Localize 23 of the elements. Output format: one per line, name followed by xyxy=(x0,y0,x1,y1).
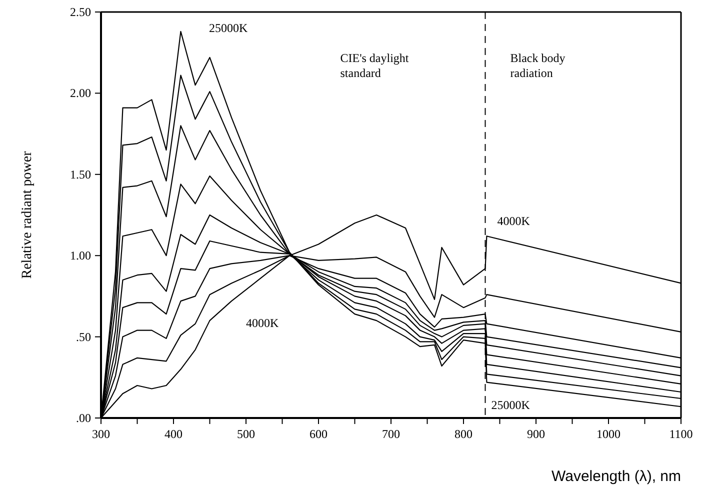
x-tick-label: 1000 xyxy=(596,427,620,441)
y-tick-label: 1.50 xyxy=(70,167,91,182)
x-tick-label: 800 xyxy=(454,427,472,441)
y-tick-label: .00 xyxy=(76,411,91,425)
y-tick-label: 2.50 xyxy=(70,5,91,19)
x-tick-label: 300 xyxy=(92,427,110,441)
y-axis-title: Relative radiant power xyxy=(20,150,35,279)
annotation: 4000K xyxy=(497,214,530,228)
annotation: 4000K xyxy=(246,316,279,330)
annotation: 25000K xyxy=(209,21,248,35)
annotation: Black body radiation xyxy=(510,51,566,80)
x-tick-label: 700 xyxy=(382,427,400,441)
x-tick-label: 900 xyxy=(527,427,545,441)
x-tick-label: 500 xyxy=(237,427,255,441)
x-tick-label: 600 xyxy=(310,427,328,441)
x-tick-label: 400 xyxy=(164,427,182,441)
annotation: 25000K xyxy=(491,398,530,412)
x-tick-label: 1100 xyxy=(669,427,693,441)
y-tick-label: .50 xyxy=(76,330,91,344)
y-tick-label: 2.00 xyxy=(70,86,91,100)
x-axis-title: Wavelength (λ), nm xyxy=(552,468,681,485)
y-tick-label: 1.00 xyxy=(70,248,91,263)
annotation: CIE's daylight standard xyxy=(340,51,410,80)
